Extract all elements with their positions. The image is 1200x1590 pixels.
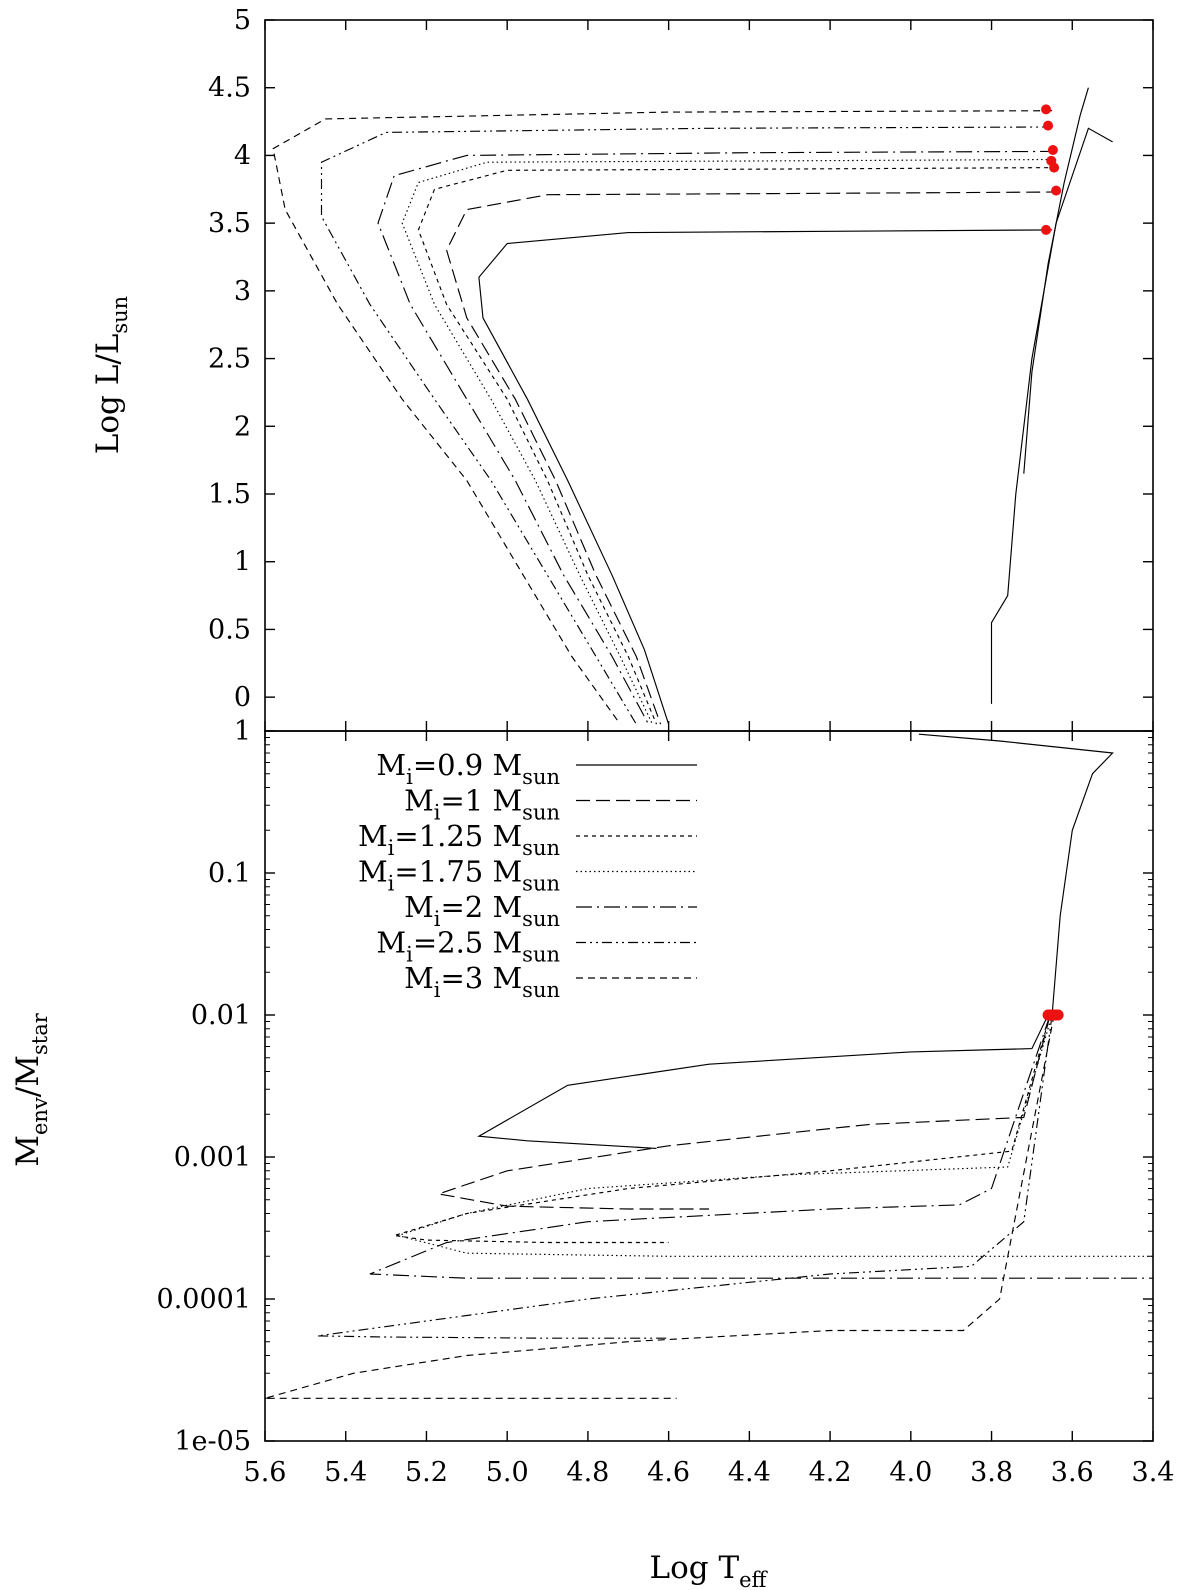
top-track-line (417, 167, 1057, 725)
top-y-tick-label: 0 (234, 682, 251, 713)
top-y-tick-label: 5 (234, 5, 251, 36)
legend-entry-label: Mi=2.5 Msun (376, 926, 560, 967)
top-y-tick-label: 2 (234, 411, 251, 442)
bottom-panel-frame (264, 730, 1154, 1442)
bottom-red-markers (1042, 1009, 1064, 1021)
top-y-tick-label: 2.5 (208, 344, 251, 375)
top-track-line (478, 229, 1053, 725)
top-red-marker (1041, 104, 1052, 115)
top-y-tick-label: 3 (234, 276, 251, 307)
legend-entry-label: Mi=1.75 Msun (358, 855, 560, 896)
x-tick-label: 4.0 (889, 1457, 932, 1488)
bottom-track-line (477, 1014, 1049, 1149)
x-tick-label: 5.2 (405, 1457, 448, 1488)
x-axis-title: Log Teff (650, 1550, 769, 1590)
x-tick-label: 3.4 (1132, 1457, 1175, 1488)
x-tick-label: 4.6 (647, 1457, 690, 1488)
bottom-y-tick-label: 1 (234, 716, 251, 747)
top-y-ticks: 0 0.5 1 1.5 2 2.5 3 3.5 4 4.5 5 (208, 5, 1153, 713)
x-tick-label: 5.0 (486, 1457, 529, 1488)
bottom-series-group (264, 733, 1153, 1399)
top-y-tick-label: 1 (234, 547, 251, 578)
x-tick-label: 4.2 (809, 1457, 852, 1488)
bottom-y-tick-label: 0.1 (208, 858, 251, 889)
top-y-tick-label: 4 (234, 140, 251, 171)
top-red-markers (1041, 104, 1062, 235)
bottom-y-tick-label: 0.01 (191, 1000, 251, 1031)
top-series-group (272, 87, 1113, 725)
bottom-y-tick-label: 1e-05 (174, 1426, 251, 1457)
bottom-y-tick-label: 0.001 (174, 1142, 251, 1173)
top-y-tick-label: 3.5 (208, 208, 251, 239)
x-tick-label: 3.8 (970, 1457, 1013, 1488)
top-red-marker (1051, 185, 1062, 196)
top-track-line (377, 150, 1057, 725)
top-y-tick-label: 4.5 (208, 73, 251, 104)
top-red-marker (1043, 120, 1054, 131)
bottom-track-line (396, 1014, 1153, 1257)
x-tick-label: 5.6 (244, 1457, 287, 1488)
bottom-track-line (369, 1014, 1153, 1279)
legend-entry-label: Mi=1 Msun (404, 784, 560, 825)
top-y-tick-label: 0.5 (208, 614, 251, 645)
top-red-marker (1047, 145, 1058, 156)
top-red-marker (1041, 224, 1052, 235)
x-tick-label: 4.4 (728, 1457, 771, 1488)
legend-entry-label: Mi=2 Msun (404, 890, 560, 931)
top-giant-branch-low (990, 127, 1113, 704)
bottom-track-line (317, 1014, 1053, 1339)
legend-entry-label: Mi=3 Msun (404, 961, 560, 1002)
x-tick-label: 3.6 (1051, 1457, 1094, 1488)
top-track-line (445, 191, 1061, 725)
top-y-tick-label: 1.5 (208, 479, 251, 510)
bottom-track-line (438, 1014, 1051, 1210)
top-red-marker (1049, 162, 1060, 173)
bottom-axis-ticks: 1e-05 0.0001 0.001 0.01 0.1 1 5.6 5.4 5.2 5.0 4.8 4… (157, 20, 1175, 1488)
top-track-line (401, 158, 1057, 725)
bottom-y-tick-label: 0.0001 (157, 1284, 251, 1315)
top-track-line (320, 126, 1053, 725)
top-y-axis-title: Log L/Lsun (90, 296, 132, 454)
bottom-y-axis-title: Menv/Mstar (10, 1012, 52, 1167)
x-tick-label: 4.8 (566, 1457, 609, 1488)
top-track-line (272, 110, 1053, 725)
legend-entry-label: Mi=0.9 Msun (376, 748, 560, 789)
bottom-track-line (264, 1014, 1055, 1399)
legend-entry-label: Mi=1.25 Msun (358, 819, 560, 860)
bottom-red-marker (1052, 1009, 1064, 1021)
top-giant-branch (1023, 87, 1089, 474)
x-tick-label: 5.4 (324, 1457, 367, 1488)
bottom-branch-bundle (918, 733, 1114, 1016)
